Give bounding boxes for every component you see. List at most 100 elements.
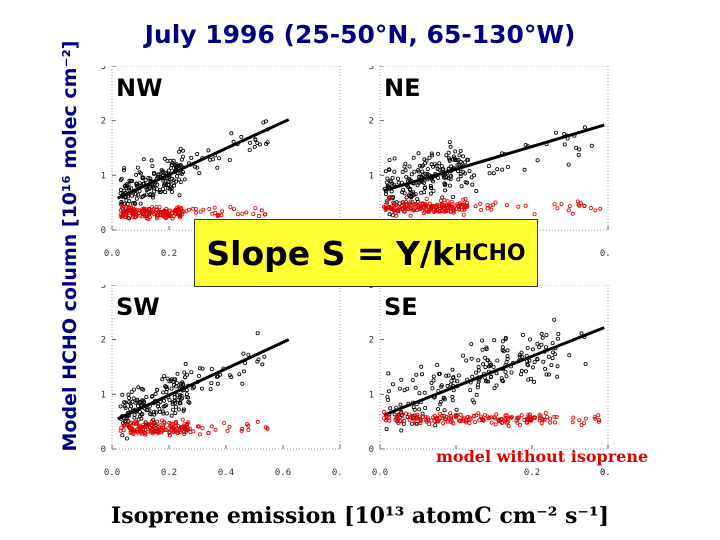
panel-nw-plot: 0 1 2 3 0.0 0.2 <box>101 66 341 259</box>
black-data-point <box>552 352 557 357</box>
black-data-point <box>165 376 170 381</box>
black-data-point <box>130 193 135 198</box>
red-data-point <box>458 412 463 417</box>
black-data-point <box>127 199 132 204</box>
black-data-point <box>189 370 194 375</box>
black-data-point <box>420 173 425 178</box>
black-data-point <box>263 119 268 124</box>
black-data-point <box>576 153 581 158</box>
red-data-point <box>194 210 199 215</box>
black-data-point <box>530 347 535 352</box>
black-data-point <box>131 396 136 401</box>
black-data-point <box>458 149 463 154</box>
red-data-point <box>195 424 200 429</box>
black-data-point <box>392 156 397 161</box>
red-data-point <box>396 421 401 426</box>
x-tick-label: 0.6 <box>275 468 291 478</box>
red-data-point <box>118 212 123 217</box>
red-data-point <box>444 209 449 214</box>
black-data-point <box>484 345 489 350</box>
y-tick-label: 3 <box>101 66 106 72</box>
black-data-point <box>128 401 133 406</box>
red-data-point <box>406 206 411 211</box>
red-data-point <box>437 411 442 416</box>
red-data-point <box>408 203 413 208</box>
black-data-point <box>431 164 436 169</box>
black-data-point <box>444 175 449 180</box>
black-data-point <box>138 171 143 176</box>
red-data-point <box>414 202 419 207</box>
black-data-point <box>197 366 202 371</box>
red-data-point <box>177 428 182 433</box>
red-data-point <box>449 418 454 423</box>
red-data-point <box>450 202 455 207</box>
black-data-point <box>255 331 260 336</box>
black-data-point <box>552 317 557 322</box>
red-data-point <box>150 205 155 210</box>
black-data-point <box>461 154 466 159</box>
red-data-point <box>388 195 393 200</box>
red-data-point <box>382 416 387 421</box>
panel-nw-label: NW <box>116 74 163 102</box>
x-tick-label: 0.4 <box>600 468 610 478</box>
black-data-point <box>383 169 388 174</box>
red-data-point <box>231 207 236 212</box>
black-data-point <box>487 360 492 365</box>
black-data-point <box>492 386 497 391</box>
red-data-point <box>463 196 468 201</box>
red-data-point <box>449 414 454 419</box>
black-data-point <box>255 359 260 364</box>
red-data-point <box>509 415 514 420</box>
black-data-point <box>262 354 267 359</box>
red-data-point <box>384 199 389 204</box>
black-data-point <box>179 393 184 398</box>
black-data-point <box>402 388 407 393</box>
red-data-point <box>489 207 494 212</box>
black-data-point <box>122 404 127 409</box>
black-data-point <box>384 426 389 431</box>
red-data-point <box>523 203 528 208</box>
red-data-point <box>143 422 148 427</box>
black-data-point <box>130 178 135 183</box>
red-data-point <box>435 202 440 207</box>
red-data-point <box>175 212 180 217</box>
black-data-point <box>390 213 395 218</box>
black-data-point <box>411 155 416 160</box>
red-data-point <box>537 418 542 423</box>
black-data-point <box>439 384 444 389</box>
black-data-point <box>532 360 537 365</box>
black-data-point <box>484 379 489 384</box>
black-data-point <box>526 363 531 368</box>
black-data-point <box>162 156 167 161</box>
black-data-point <box>464 358 469 363</box>
red-data-point <box>555 206 560 211</box>
regression-line <box>117 338 290 421</box>
black-data-point <box>197 171 202 176</box>
model-without-isoprene-note: model without isoprene <box>436 447 649 466</box>
red-data-point <box>571 415 576 420</box>
red-data-point <box>170 210 175 215</box>
black-data-point <box>148 192 153 197</box>
y-tick-label: 1 <box>101 390 106 400</box>
red-data-point <box>405 202 410 207</box>
red-data-point <box>387 196 392 201</box>
black-data-point <box>491 171 496 176</box>
black-data-point <box>436 175 441 180</box>
red-data-point <box>387 418 392 423</box>
black-data-point <box>446 150 451 155</box>
black-data-point <box>556 332 561 337</box>
red-data-point <box>175 205 180 210</box>
black-data-point <box>119 201 124 206</box>
red-data-point <box>532 415 537 420</box>
black-data-point <box>132 415 137 420</box>
black-data-point <box>415 196 420 201</box>
black-data-point <box>574 145 579 150</box>
red-data-point <box>455 412 460 417</box>
black-data-point <box>428 183 433 188</box>
red-data-point <box>435 415 440 420</box>
red-data-point <box>407 417 412 422</box>
panel-sw: 0 1 2 3 0.0 0.2 0.4 0.6 0.8 SW <box>92 285 342 489</box>
black-data-point <box>539 342 544 347</box>
black-data-point <box>396 180 401 185</box>
